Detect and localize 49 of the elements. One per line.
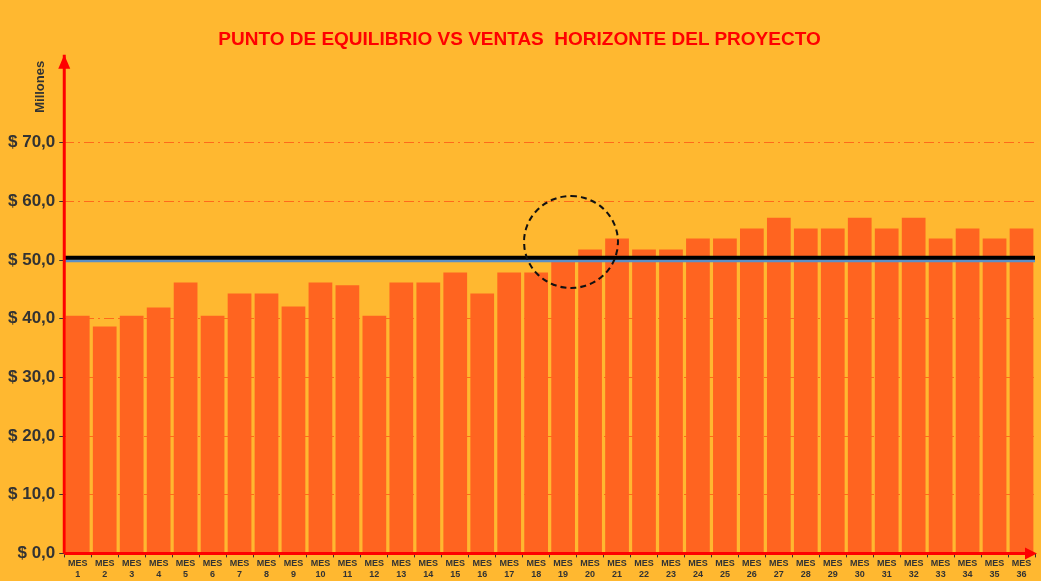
- x-tick-label: MES 26: [742, 558, 762, 580]
- x-tick-label: MES 8: [256, 558, 277, 580]
- x-tick-label: MES 2: [94, 558, 115, 580]
- x-tick-label: MES 13: [391, 558, 412, 580]
- y-tick-label: $ 40,0: [8, 308, 56, 328]
- x-tick-label: MES 25: [715, 558, 735, 580]
- chart-title: PUNTO DE EQUILIBRIO VS VENTAS HORIZONTE DEL PROYECTO: [218, 27, 821, 49]
- x-tick-label: MES 19: [553, 558, 573, 580]
- x-tick-label: MES 17: [499, 558, 519, 580]
- bar: [497, 272, 522, 553]
- x-tick-label: MES 35: [984, 558, 1005, 580]
- x-tick-label: MES 10: [310, 558, 331, 580]
- x-tick-label: MES 20: [580, 558, 600, 580]
- y-tick-label: $ 50,0: [8, 249, 56, 269]
- x-tick-label: MES 9: [283, 558, 304, 580]
- x-tick-label: MES 34: [957, 558, 978, 580]
- x-tick-label: MES 5: [175, 558, 196, 580]
- x-tick-label: MES 3: [121, 558, 142, 580]
- x-tick-label: MES 1: [67, 558, 88, 580]
- x-tick-label: MES 23: [661, 558, 681, 580]
- x-tick-label: MES 11: [337, 558, 358, 580]
- x-tick-label: MES 27: [769, 558, 789, 580]
- x-tick-label: MES 7: [229, 558, 250, 580]
- x-tick-label: MES 24: [688, 558, 708, 580]
- x-tick-label: MES 32: [903, 558, 924, 580]
- bar: [416, 282, 441, 553]
- x-tick-label: MES 28: [796, 558, 816, 580]
- x-tick-label: MES 18: [526, 558, 546, 580]
- y-tick-label: $ 30,0: [8, 367, 56, 387]
- x-tick-label: MES 31: [876, 558, 897, 580]
- x-tick-label: MES 33: [930, 558, 951, 580]
- x-tick-label: MES 22: [634, 558, 654, 580]
- y-tick-label: $ 70,0: [8, 132, 56, 152]
- x-tick-label: MES 12: [364, 558, 385, 580]
- x-tick-label: MES 30: [849, 558, 870, 580]
- y-tick-label: $ 60,0: [8, 191, 56, 211]
- y-tick-label: $ 10,0: [8, 484, 56, 504]
- x-tick-label: MES 6: [202, 558, 223, 580]
- x-tick-label: MES 14: [418, 558, 439, 580]
- y-tick-label: $ 0,0: [17, 543, 56, 563]
- x-tick-label: MES 21: [607, 558, 627, 580]
- x-tick-label: MES 4: [148, 558, 169, 580]
- x-tick-label: MES 16: [472, 558, 492, 580]
- y-axis-title: Millones: [31, 60, 47, 113]
- y-tick-label: $ 20,0: [8, 425, 56, 445]
- x-tick-label: MES 15: [445, 558, 466, 580]
- bar: [578, 249, 602, 553]
- x-tick-label: MES 36: [1011, 558, 1032, 580]
- x-tick-label: MES 29: [823, 558, 843, 580]
